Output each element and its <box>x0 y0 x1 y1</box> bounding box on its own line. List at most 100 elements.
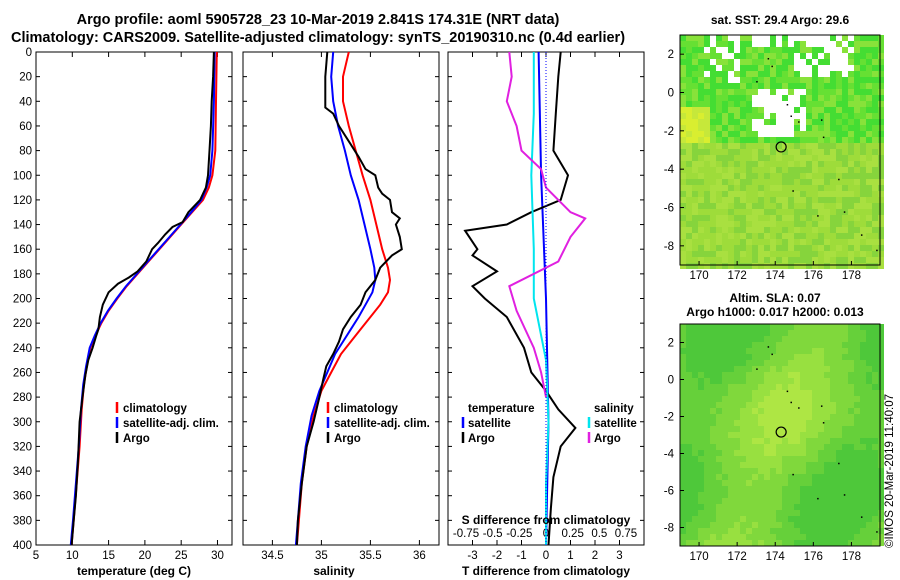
map-cell <box>728 215 734 221</box>
map-cell <box>854 83 860 89</box>
map-cell <box>830 408 836 414</box>
map-cell <box>746 59 752 65</box>
map-cell <box>878 402 884 408</box>
map-cell <box>686 215 692 221</box>
map-cell <box>680 197 686 203</box>
map-cell <box>782 366 788 372</box>
map-cell <box>860 47 866 53</box>
map-cell <box>848 366 854 372</box>
map-cell <box>854 65 860 71</box>
map-cell <box>680 215 686 221</box>
map-cell <box>776 239 782 245</box>
map-cell <box>686 426 692 432</box>
map-cell <box>866 173 872 179</box>
map-cell <box>872 414 878 420</box>
temperature-xlabel: temperature (deg C) <box>77 564 191 578</box>
map-cell <box>710 366 716 372</box>
map-cell <box>878 239 884 245</box>
map-cell <box>752 396 758 402</box>
map-cell <box>692 215 698 221</box>
map-cell <box>788 53 794 59</box>
map-cell <box>830 480 836 486</box>
map-cell <box>854 161 860 167</box>
map-cell <box>788 516 794 522</box>
map-cell <box>746 384 752 390</box>
map-cell <box>722 426 728 432</box>
map-cell <box>746 486 752 492</box>
map-cell <box>842 95 848 101</box>
map-cell <box>716 191 722 197</box>
map-cell <box>740 516 746 522</box>
map-cell <box>806 426 812 432</box>
map-cell <box>764 35 770 41</box>
map-cell <box>830 426 836 432</box>
map-cell <box>692 402 698 408</box>
map-cell <box>872 366 878 372</box>
map-cell <box>686 167 692 173</box>
map-cell <box>842 197 848 203</box>
map-cell <box>758 504 764 510</box>
x-tick-label-top: 0.75 <box>615 528 637 540</box>
map-cell <box>776 263 782 269</box>
map-cell <box>716 155 722 161</box>
map-cell <box>758 47 764 53</box>
map-cell <box>812 251 818 257</box>
map-cell <box>824 149 830 155</box>
map-cell <box>764 516 770 522</box>
map-cell <box>734 245 740 251</box>
map-cell <box>806 528 812 534</box>
map-cell <box>710 131 716 137</box>
map-cell <box>824 324 830 330</box>
map-cell <box>848 372 854 378</box>
map-cell <box>716 480 722 486</box>
map-cell <box>842 384 848 390</box>
map-cell <box>806 95 812 101</box>
map-cell <box>764 384 770 390</box>
map-cell <box>836 342 842 348</box>
map-cell <box>878 59 884 65</box>
map-cell <box>686 77 692 83</box>
map-cell <box>794 528 800 534</box>
map-cell <box>686 330 692 336</box>
map-cell <box>680 257 686 263</box>
depth-tick-label: 380 <box>13 515 32 527</box>
map-cell <box>716 330 722 336</box>
map-cell <box>878 107 884 113</box>
map-cell <box>782 203 788 209</box>
map-cell <box>818 245 824 251</box>
x-tick-label: 30 <box>211 550 224 562</box>
map-cell <box>692 41 698 47</box>
map-cell <box>734 474 740 480</box>
map-x-tick-label: 178 <box>842 551 861 563</box>
map-cell <box>704 83 710 89</box>
map-cell <box>806 450 812 456</box>
map-cell <box>860 330 866 336</box>
map-cell <box>710 372 716 378</box>
map-cell <box>734 534 740 540</box>
map-cell <box>854 113 860 119</box>
map-cell <box>836 161 842 167</box>
map-cell <box>788 173 794 179</box>
map-cell <box>860 173 866 179</box>
map-cell <box>794 534 800 540</box>
map-cell <box>812 215 818 221</box>
map-cell <box>854 540 860 546</box>
salinity-xlabel: salinity <box>313 564 355 578</box>
map-cell <box>758 221 764 227</box>
map-cell <box>824 390 830 396</box>
map-cell <box>818 390 824 396</box>
difference-xlabel: T difference from climatology <box>462 564 630 578</box>
map-cell <box>692 432 698 438</box>
map-cell <box>788 348 794 354</box>
map-cell <box>782 330 788 336</box>
map-cell <box>758 59 764 65</box>
map-cell <box>842 41 848 47</box>
map-cell <box>878 155 884 161</box>
map-cell <box>872 101 878 107</box>
map-cell <box>824 41 830 47</box>
map-cell <box>878 131 884 137</box>
map-cell <box>758 330 764 336</box>
map-cell <box>698 161 704 167</box>
map-cell <box>782 504 788 510</box>
map-cell <box>740 378 746 384</box>
